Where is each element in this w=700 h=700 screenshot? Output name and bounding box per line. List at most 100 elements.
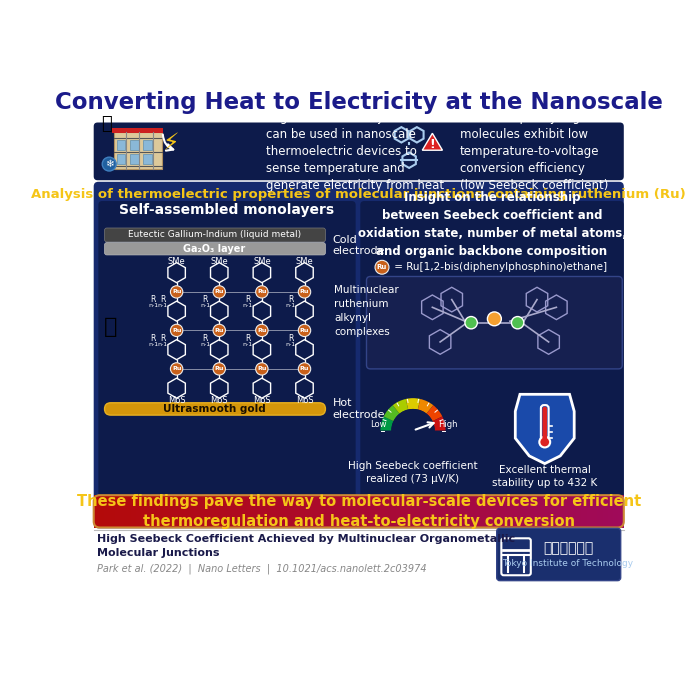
Circle shape	[256, 286, 268, 298]
Bar	[428, 495, 433, 528]
Circle shape	[170, 363, 183, 375]
Bar	[290, 495, 295, 528]
Bar	[195, 495, 200, 528]
Bar	[433, 495, 438, 528]
Bar	[597, 495, 603, 528]
FancyBboxPatch shape	[104, 243, 326, 255]
Bar	[300, 495, 306, 528]
Text: n-1: n-1	[243, 342, 253, 346]
Wedge shape	[406, 398, 420, 409]
Bar	[269, 495, 274, 528]
Text: R: R	[245, 334, 251, 342]
FancyArrowPatch shape	[163, 134, 174, 150]
Bar	[115, 495, 120, 528]
Bar	[125, 495, 131, 528]
Text: SMe: SMe	[168, 257, 186, 265]
Text: Low: Low	[370, 420, 386, 429]
FancyBboxPatch shape	[98, 201, 356, 524]
Text: Ru: Ru	[257, 366, 267, 372]
Text: Self-assembled monolayers: Self-assembled monolayers	[120, 203, 335, 217]
Text: ❄: ❄	[105, 159, 113, 169]
Text: n-1: n-1	[286, 303, 295, 308]
Text: R: R	[202, 334, 208, 342]
Bar	[284, 495, 290, 528]
Text: SMe: SMe	[253, 257, 271, 265]
Circle shape	[170, 324, 183, 337]
Bar	[533, 495, 539, 528]
Bar	[444, 495, 449, 528]
Text: R: R	[288, 295, 293, 304]
Text: = Ru[1,2-bis(diphenylphosphino)ethane]: = Ru[1,2-bis(diphenylphosphino)ethane]	[391, 262, 607, 272]
Text: Ru: Ru	[172, 366, 181, 372]
Bar	[491, 495, 496, 528]
FancyBboxPatch shape	[367, 276, 622, 369]
Bar	[130, 154, 139, 164]
Bar	[560, 495, 566, 528]
Text: Ru: Ru	[300, 328, 309, 333]
Bar	[374, 495, 380, 528]
Circle shape	[298, 363, 311, 375]
Bar	[481, 495, 486, 528]
Bar	[412, 495, 417, 528]
Bar	[242, 495, 248, 528]
Text: Ru: Ru	[215, 366, 224, 372]
Text: R: R	[288, 334, 293, 342]
Bar	[221, 495, 226, 528]
Bar	[417, 495, 422, 528]
Text: R: R	[150, 334, 156, 342]
Text: n-1: n-1	[158, 342, 168, 346]
Bar	[545, 495, 550, 528]
Circle shape	[256, 324, 268, 337]
Bar	[247, 495, 253, 528]
Text: SMe: SMe	[211, 257, 228, 265]
Bar	[603, 495, 608, 528]
Bar	[566, 495, 570, 528]
Bar	[576, 495, 582, 528]
Bar	[512, 495, 518, 528]
Wedge shape	[433, 416, 446, 430]
Bar	[144, 154, 152, 164]
Text: 🔥: 🔥	[101, 115, 111, 133]
Text: n-1: n-1	[243, 303, 253, 308]
Bar	[327, 495, 332, 528]
Bar	[210, 495, 216, 528]
Circle shape	[465, 316, 477, 329]
Circle shape	[539, 437, 550, 447]
Bar	[104, 495, 110, 528]
Bar	[279, 495, 285, 528]
Text: Ru: Ru	[172, 289, 181, 295]
Text: MoS: MoS	[168, 396, 186, 405]
Bar	[253, 495, 258, 528]
FancyBboxPatch shape	[360, 201, 624, 524]
Polygon shape	[515, 394, 574, 463]
Bar	[205, 495, 211, 528]
Bar	[438, 495, 444, 528]
Bar	[117, 140, 125, 150]
Bar	[555, 495, 560, 528]
Circle shape	[102, 158, 116, 171]
Text: Ru: Ru	[172, 328, 181, 333]
Text: Organic molecular junctions
can be used in nanoscale
thermoelectric devices to
s: Organic molecular junctions can be used …	[266, 111, 444, 192]
Text: n-1: n-1	[200, 303, 211, 308]
Text: Ru: Ru	[257, 289, 267, 295]
Wedge shape	[384, 405, 400, 421]
Bar	[110, 495, 115, 528]
Bar	[117, 154, 125, 164]
Bar	[311, 495, 316, 528]
Circle shape	[213, 363, 225, 375]
Text: 💡: 💡	[104, 316, 118, 337]
Bar	[136, 495, 141, 528]
Bar	[114, 132, 162, 169]
Text: R: R	[150, 295, 156, 304]
Text: These findings pave the way to molecular-scale devices for efficient
thermoregul: These findings pave the way to molecular…	[76, 494, 641, 528]
Text: Cold
electrode: Cold electrode	[332, 235, 385, 256]
Bar	[99, 495, 104, 528]
Text: MoS: MoS	[295, 396, 314, 405]
Circle shape	[298, 324, 311, 337]
Text: R: R	[245, 295, 251, 304]
Text: n-1: n-1	[148, 303, 158, 308]
Circle shape	[487, 312, 501, 326]
Wedge shape	[426, 405, 442, 421]
Bar	[152, 495, 158, 528]
Bar	[178, 495, 184, 528]
